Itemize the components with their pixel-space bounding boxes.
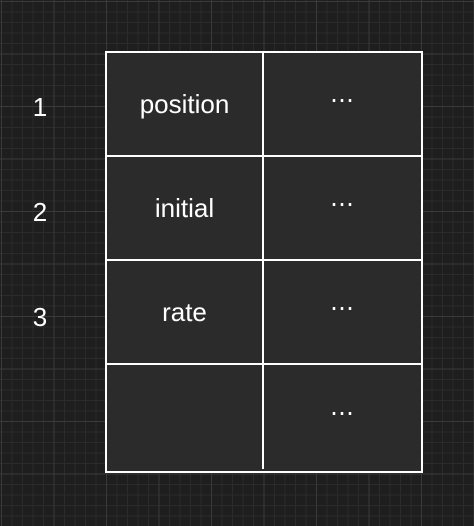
variable-table: position ⋯ initial ⋯ rate ⋯ ⋯ bbox=[105, 51, 423, 473]
value-cell-rate: ⋯ bbox=[264, 261, 421, 365]
name-cell-position: position bbox=[107, 53, 264, 157]
name-cell-rate: rate bbox=[107, 261, 264, 365]
value-cell-empty: ⋯ bbox=[330, 399, 355, 427]
name-cell-initial: initial bbox=[107, 157, 264, 261]
row-number-1: 1 bbox=[32, 92, 48, 122]
value-cell-initial: ⋯ bbox=[264, 157, 421, 261]
row-number-3: 3 bbox=[32, 302, 48, 332]
row-number-2: 2 bbox=[32, 197, 48, 227]
name-cell-empty bbox=[107, 365, 264, 469]
value-cell-position: ⋯ bbox=[264, 53, 421, 157]
